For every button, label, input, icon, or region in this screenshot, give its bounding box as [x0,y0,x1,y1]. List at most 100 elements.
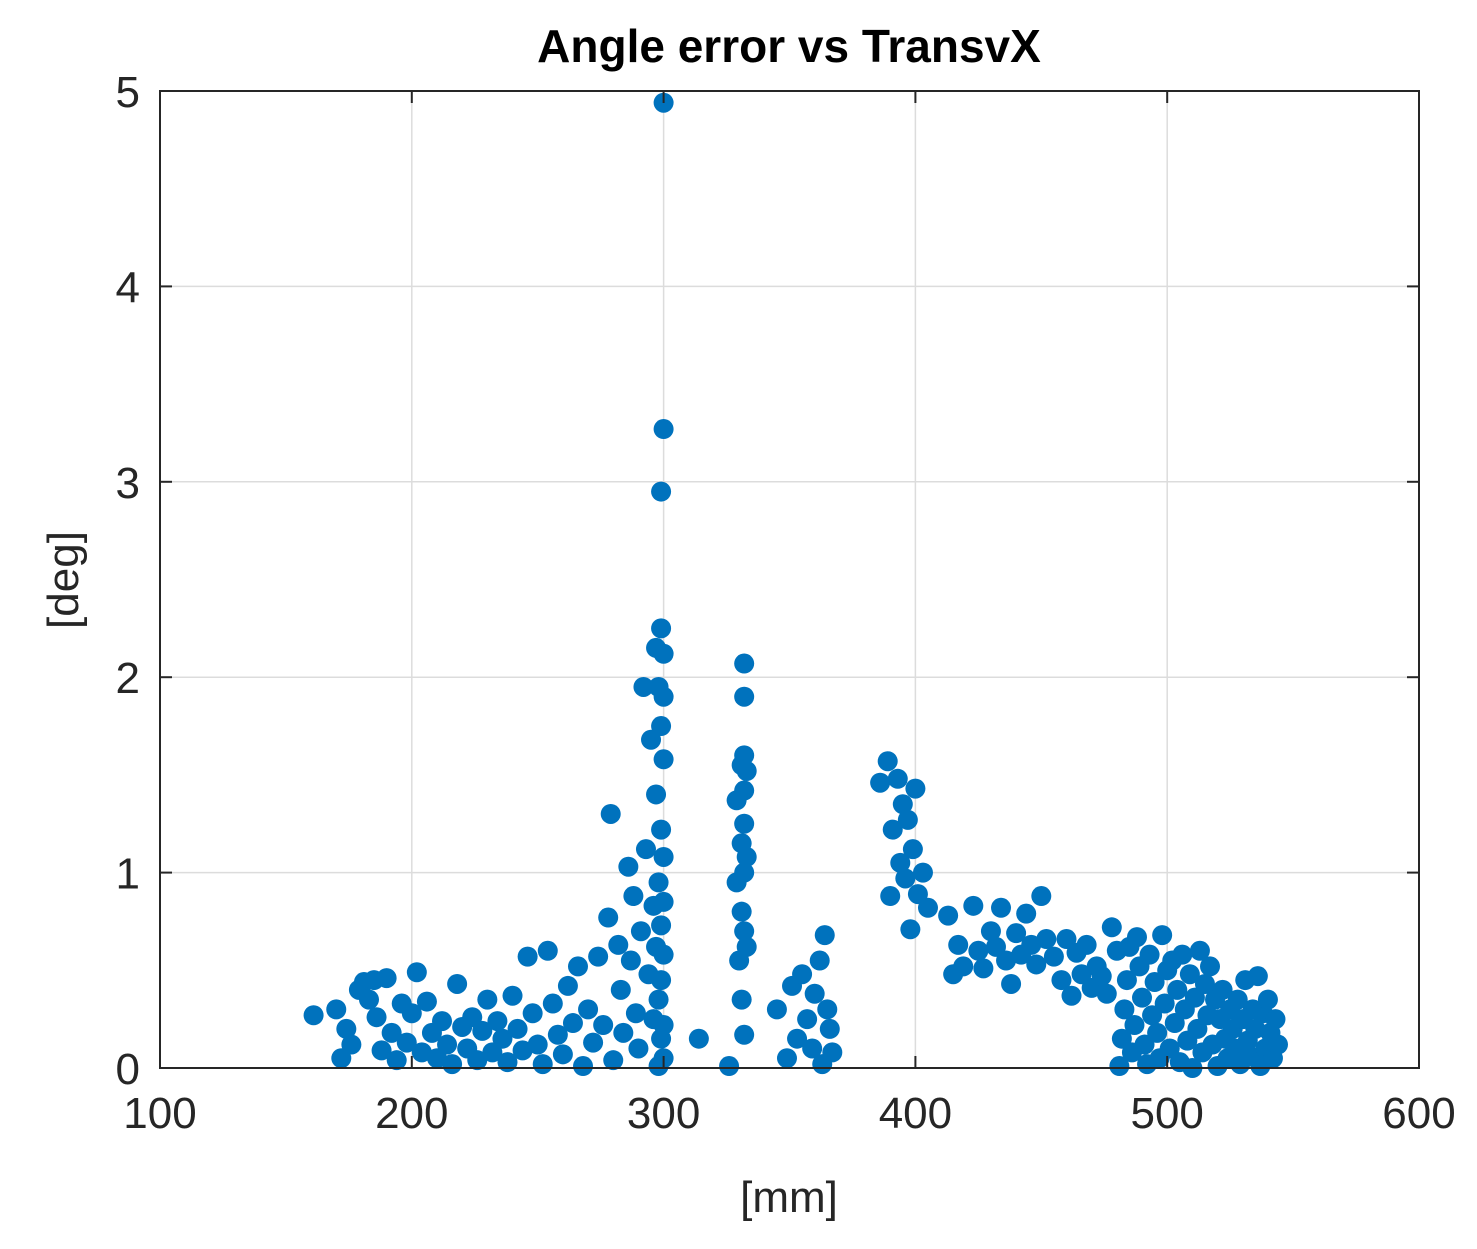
x-tick-label: 200 [375,1089,448,1138]
data-point [1071,964,1092,985]
data-point [719,1056,740,1077]
data-point [1031,886,1052,907]
data-point [512,1040,533,1061]
data-point [1142,1005,1163,1026]
data-point [653,891,674,912]
data-point [653,1015,674,1036]
grid-lines [160,91,1419,1068]
data-point [600,803,621,824]
data-point [734,862,755,883]
data-point [557,975,578,996]
data-point [542,993,563,1014]
data-point [1016,903,1037,924]
data-point [567,956,588,977]
data-point [646,784,667,805]
data-point [996,950,1017,971]
data-point [809,950,830,971]
data-point [1124,1015,1145,1036]
data-points [303,92,1288,1078]
data-point [731,901,752,922]
data-point [1184,987,1205,1008]
data-point [734,780,755,801]
data-point [396,1032,417,1053]
data-point [1164,1013,1185,1034]
data-point [578,999,599,1020]
data-point [912,862,933,883]
data-point [492,1028,513,1049]
data-point [371,1040,392,1061]
data-point [1056,929,1077,950]
data-point [968,940,989,961]
data-point [653,944,674,965]
data-point [887,768,908,789]
data-point [653,686,674,707]
data-point [630,921,651,942]
x-tick-label: 400 [879,1089,952,1138]
data-point [651,618,672,639]
data-point [1132,987,1153,1008]
data-point [900,919,921,940]
data-point [819,1018,840,1039]
data-point [426,1048,447,1069]
data-point [341,1034,362,1055]
data-point [814,925,835,946]
data-point [688,1028,709,1049]
data-point [651,716,672,737]
data-point [532,1054,553,1075]
data-point [653,749,674,770]
data-point [1152,925,1173,946]
data-point [1114,999,1135,1020]
data-point [1109,1056,1130,1077]
data-point [1001,973,1022,994]
data-point [1061,985,1082,1006]
x-axis-label: [mm] [740,1173,838,1222]
data-point [985,936,1006,957]
data-point [917,897,938,918]
data-point [882,819,903,840]
data-point [527,1034,548,1055]
data-point [331,1048,352,1069]
data-point [1154,993,1175,1014]
data-point [651,970,672,991]
data-point [734,1024,755,1045]
data-point [1111,1028,1132,1049]
data-point [1101,917,1122,938]
data-point [1265,1009,1286,1030]
data-point [1043,946,1064,967]
data-point [401,1003,422,1024]
data-point [623,886,644,907]
data-point [517,946,538,967]
data-point [487,1011,508,1032]
x-tick-label: 300 [627,1089,700,1138]
data-point [635,839,656,860]
data-point [953,956,974,977]
data-point [366,1007,387,1028]
data-point [547,1024,568,1045]
data-point [1257,989,1278,1010]
data-point [628,1038,649,1059]
data-point [797,1009,818,1030]
data-point [472,1020,493,1041]
data-point [736,936,757,957]
data-point [1139,944,1160,965]
data-point [736,846,757,867]
data-point [1245,1018,1266,1039]
data-point [625,1003,646,1024]
data-point [734,653,755,674]
data-point [522,1003,543,1024]
data-point [731,989,752,1010]
data-point [1051,970,1072,991]
data-point [1167,979,1188,1000]
data-point [583,1032,604,1053]
data-point [442,1054,463,1075]
axis-ticks: 100 200 300 400 500 600 0 1 2 3 4 5 [116,68,1456,1138]
data-point [890,852,911,873]
data-point [620,950,641,971]
data-point [1026,954,1047,975]
y-tick-label: 3 [116,459,140,508]
data-point [734,686,755,707]
y-tick-label: 2 [116,654,140,703]
data-point [432,1011,453,1032]
